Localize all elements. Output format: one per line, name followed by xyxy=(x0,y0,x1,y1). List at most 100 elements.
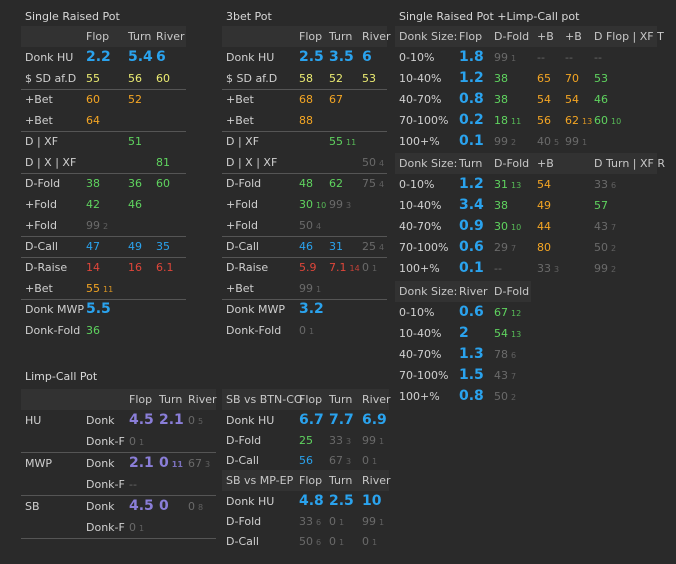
table2-row-label: 40-70% xyxy=(399,220,442,233)
srp-row-1: $ SD af.D 55 56 60 xyxy=(21,68,186,90)
limp-cell-sample: 8 xyxy=(198,503,204,512)
table1-cell-sample: 13 xyxy=(582,117,593,126)
table2-cell: 0.9 xyxy=(459,216,484,237)
table3-row-label: 0-10% xyxy=(399,306,435,319)
sb-cell-value: 33 xyxy=(329,434,343,447)
bet3-row-label: Donk HU xyxy=(226,51,275,64)
sb-cell: 33 6 xyxy=(299,511,321,532)
limp-cell-value: 0 xyxy=(159,498,169,514)
sb-row-label: D-Fold xyxy=(226,515,262,528)
table2-col: +B xyxy=(537,157,554,170)
limp-row: Donk-F -- xyxy=(21,474,216,496)
sb-cell-sample: 3 xyxy=(346,457,352,466)
srp-row-label: +Fold xyxy=(25,198,57,211)
table1-cell-value: 65 xyxy=(537,72,551,85)
table1-cell: 99 1 xyxy=(565,131,587,152)
table1-cell: 62 13 xyxy=(565,110,592,131)
limp-cell: 67 3 xyxy=(188,453,210,474)
table2-cell: 0.6 xyxy=(459,237,484,258)
table3-cell: 43 7 xyxy=(494,365,516,386)
table2-cell-value: 33 xyxy=(537,262,551,275)
srp-cell-value: 56 xyxy=(128,72,142,85)
table2-cell-sample: 3 xyxy=(554,265,560,274)
table3-row-4: 100+% 0.8 50 2 xyxy=(395,386,531,407)
limp-col: Flop xyxy=(129,393,153,406)
table1-cell-value: 1.2 xyxy=(459,70,484,86)
table1-cell-value: -- xyxy=(594,51,602,64)
srp-cell-value: 81 xyxy=(156,156,170,169)
table3-cell: 78 6 xyxy=(494,344,516,365)
table3-cell-value: 1.3 xyxy=(459,346,484,362)
sb-cell-sample: 1 xyxy=(372,538,378,547)
bet3-cell: 7.1 14 xyxy=(329,257,360,278)
table2-cell: 38 xyxy=(494,195,508,216)
table1-cell-value: 0.8 xyxy=(459,91,484,107)
table3-cell-value: 0.6 xyxy=(459,304,484,320)
bet3-row-label: D-Fold xyxy=(226,177,262,190)
bet3-row-label: +Bet xyxy=(226,93,254,106)
sb-cell-value: 0 xyxy=(362,535,369,548)
bet3-row-2: +Bet 68 67 xyxy=(222,89,387,110)
table2-cell-value: 99 xyxy=(594,262,608,275)
table1-col: Flop xyxy=(459,30,483,43)
table2-cell-sample: 7 xyxy=(611,223,617,232)
srp-cell-value: 36 xyxy=(128,177,142,190)
bet3-cell: 88 xyxy=(299,110,313,131)
sb-row: D-Call 56 67 3 0 1 xyxy=(222,450,389,472)
limp-row: MWP Donk 2.1 0 11 67 3 xyxy=(21,453,216,474)
bet3-col-flop: Flop xyxy=(299,30,323,43)
table3-cell-value: 1.5 xyxy=(459,367,484,383)
table1-cell-value: 38 xyxy=(494,93,508,106)
table3-cell: 54 13 xyxy=(494,323,521,344)
srp-col-turn: Turn xyxy=(128,30,152,43)
sb-cell-value: 50 xyxy=(299,535,313,548)
srp-cell: 46 xyxy=(128,194,142,215)
table1-cell-sample: 10 xyxy=(611,117,622,126)
bet3-cell-value: 3.2 xyxy=(299,301,324,317)
sb-row-label: D-Fold xyxy=(226,434,262,447)
table1-row-label: 0-10% xyxy=(399,51,435,64)
sb-cell: 33 3 xyxy=(329,430,351,451)
table3-cell-sample: 12 xyxy=(511,309,522,318)
sb-cell-value: 99 xyxy=(362,515,376,528)
srp-row-6: D-Fold 38 36 60 xyxy=(21,173,186,194)
table1-cell: 54 xyxy=(537,89,551,110)
table3-cell-sample: 7 xyxy=(511,372,517,381)
table2-cell: 31 13 xyxy=(494,174,521,195)
sb-cell: 6.9 xyxy=(362,410,387,431)
bet3-row-7: +Fold 30 10 99 3 xyxy=(222,194,387,215)
srp-cell: 14 xyxy=(86,257,100,278)
table1-cell-value: -- xyxy=(537,51,545,64)
bet3-cell-value: 50 xyxy=(362,156,376,169)
sb-cell-value: 6.9 xyxy=(362,412,387,428)
bet3-cell: 99 3 xyxy=(329,194,351,215)
bet3-cell: 48 xyxy=(299,173,313,194)
bet3-row-4: D | XF 55 11 xyxy=(222,131,387,152)
table2-cell-value: 54 xyxy=(537,178,551,191)
table1-row-3: 70-100% 0.2 18 11 56 62 13 60 10 xyxy=(395,110,657,131)
srp-header: Flop Turn River xyxy=(21,26,186,47)
limp-cell-value: 0 xyxy=(188,414,195,427)
table2-cell: 0.1 xyxy=(459,258,484,279)
table2-cell: 3.4 xyxy=(459,195,484,216)
sb-cell: 7.7 xyxy=(329,410,354,431)
table1-cell: 38 xyxy=(494,89,508,110)
srp-cell: 6.1 xyxy=(156,257,174,278)
srp-row-9: D-Call 47 49 35 xyxy=(21,236,186,258)
bet3-cell: 6 xyxy=(362,47,372,68)
limp-col: Turn xyxy=(159,393,183,406)
bet3-cell: 50 4 xyxy=(362,152,384,173)
limp-cell-value: 0 xyxy=(188,500,195,513)
srp-cell: 49 xyxy=(128,236,142,257)
bet3-row-10: D-Raise 5.9 7.1 14 0 1 xyxy=(222,257,387,278)
srp-row-label: D | XF xyxy=(25,135,59,148)
table1-col: +B xyxy=(537,30,554,43)
bet3-cell: 53 xyxy=(362,68,376,89)
table2-cell: 43 7 xyxy=(594,216,616,237)
table3-row-1: 10-40% 2 54 13 xyxy=(395,323,531,344)
srp-row-11: +Bet 55 11 xyxy=(21,278,186,300)
bet3-cell: 2.5 xyxy=(299,47,324,68)
sb-cell-value: 10 xyxy=(362,493,382,509)
table1-cell-sample: 2 xyxy=(511,138,517,147)
